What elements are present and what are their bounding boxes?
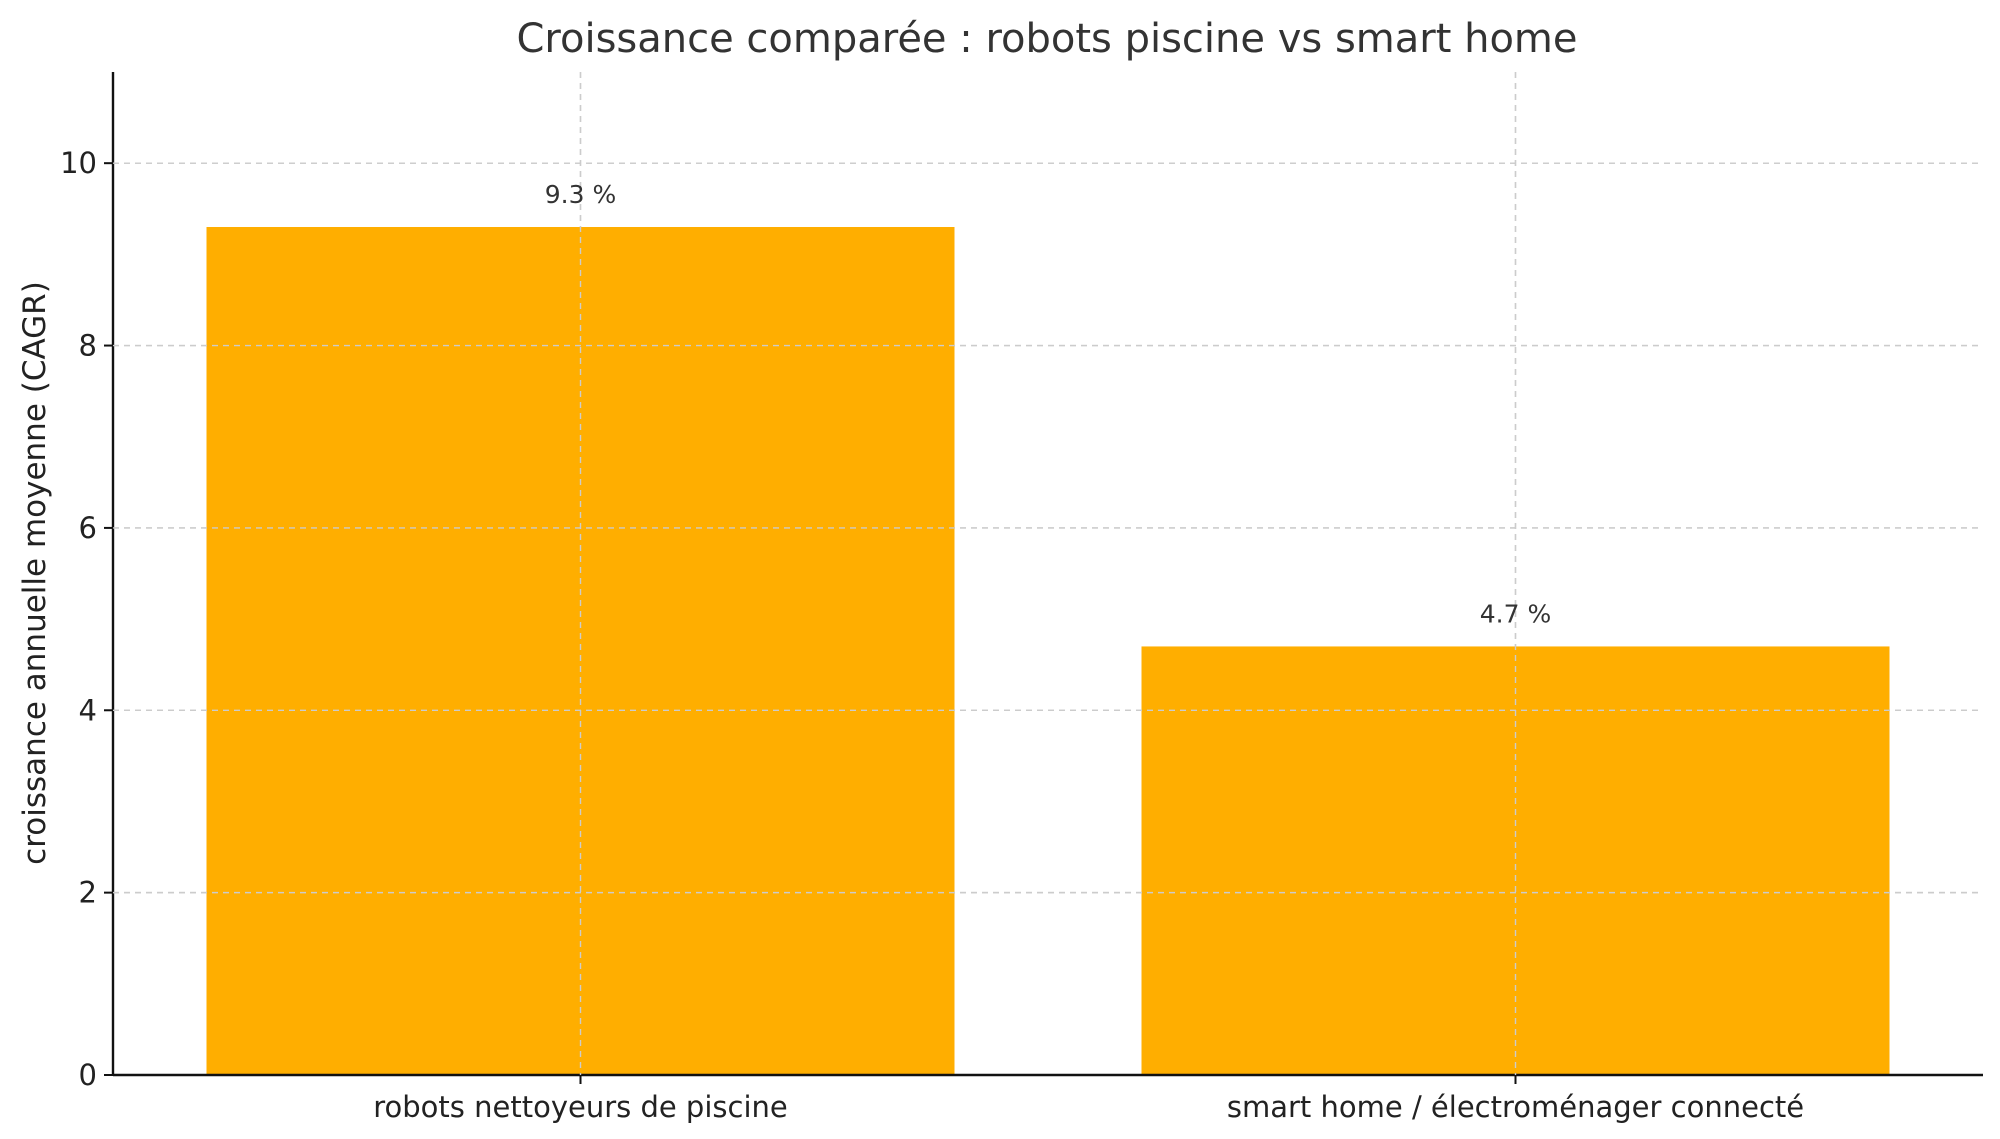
- y-tick-label: 8: [79, 329, 97, 363]
- y-tick-label: 0: [79, 1058, 97, 1092]
- y-axis-label: croissance annuelle moyenne (CAGR): [17, 281, 53, 865]
- bar: [1141, 646, 1890, 1075]
- x-tick-label: smart home / électroménager connecté: [1227, 1090, 1804, 1124]
- bar: [206, 227, 955, 1075]
- data-label: 9.3 %: [545, 180, 616, 209]
- x-tick-label: robots nettoyeurs de piscine: [373, 1090, 787, 1124]
- y-tick-label: 6: [79, 511, 97, 545]
- label-layer: 9.3 % 4.7 %: [113, 72, 1983, 1075]
- chart-title: Croissance comparée : robots piscine vs …: [516, 16, 1577, 62]
- axis-layer: 0 2 4 6 8 10 robots nettoyeurs de piscine smart…: [60, 72, 1983, 1124]
- y-tick-label: 2: [79, 876, 97, 910]
- y-tick-label: 4: [79, 693, 97, 727]
- data-label: 4.7 %: [1480, 599, 1551, 628]
- y-tick-label: 10: [60, 146, 97, 180]
- bar-layer: [206, 227, 1890, 1075]
